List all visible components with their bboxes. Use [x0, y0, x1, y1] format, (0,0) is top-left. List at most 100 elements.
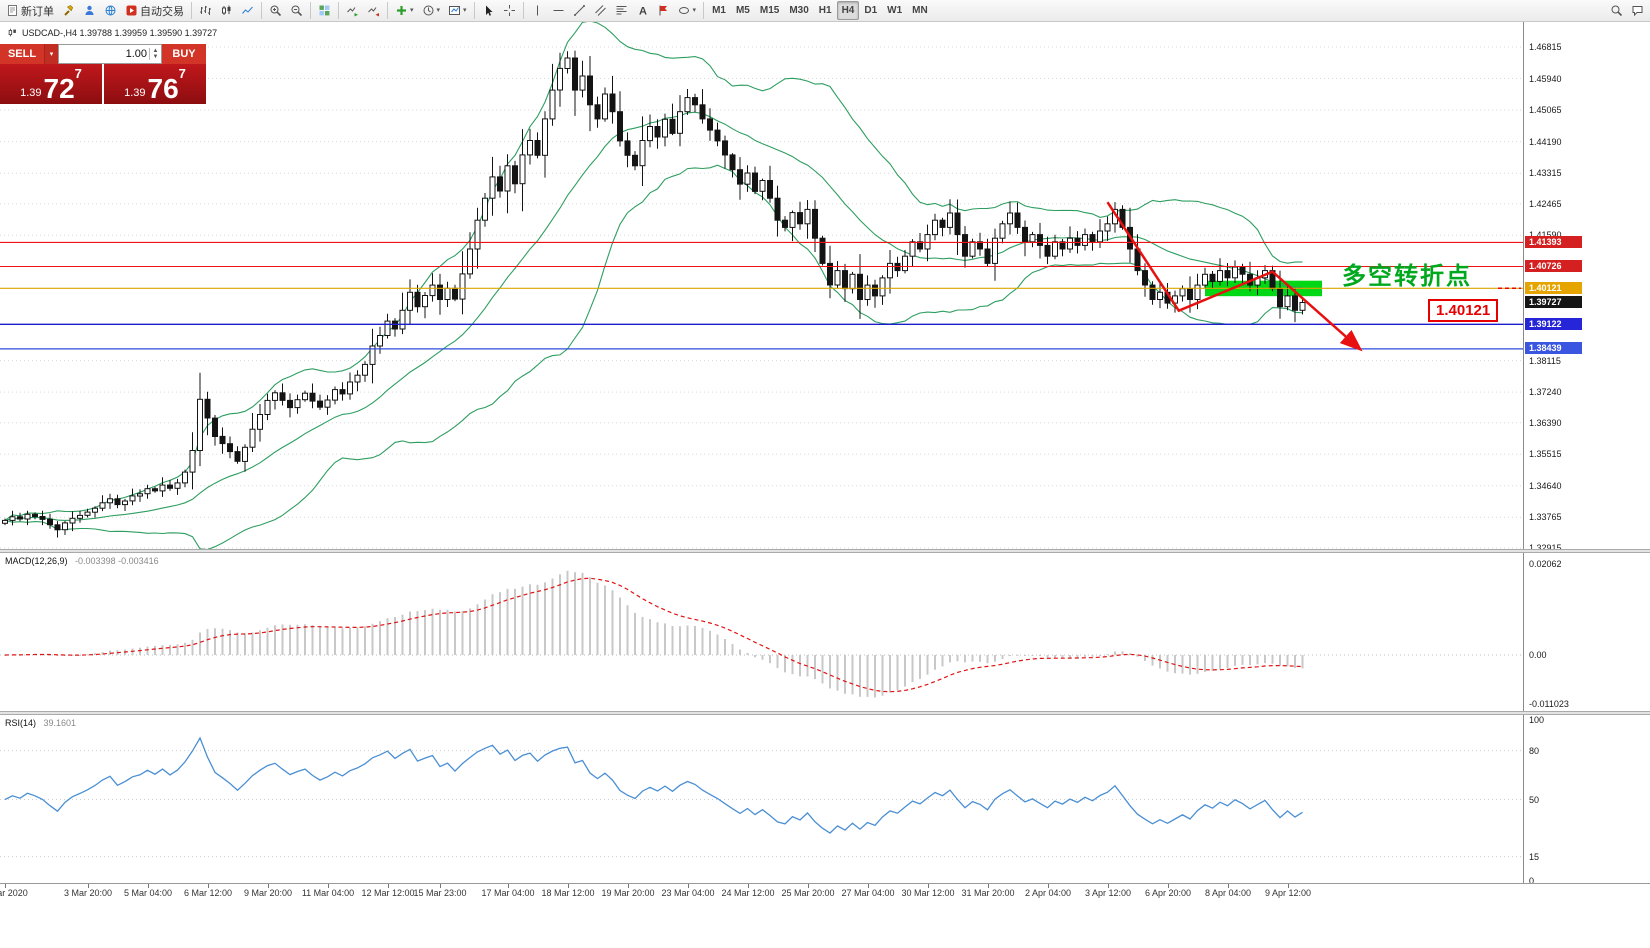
toolbar-separator [387, 2, 388, 19]
one-click-trading-widget: SELL ▾ 1.00 ▲ ▼ BUY 1.39 72 7 1.39 76 7 [0, 44, 206, 104]
panel-splitter[interactable] [0, 711, 1650, 715]
price-axis-label: 1.33765 [1529, 512, 1562, 522]
trend-arrow[interactable] [1106, 201, 1363, 352]
main-chart-panel[interactable]: USDCAD-,H4 1.39788 1.39959 1.39590 1.397… [0, 20, 1523, 551]
volume-input[interactable]: 1.00 ▲ ▼ [58, 44, 162, 64]
sell-price-big: 72 [43, 72, 75, 104]
macd-panel[interactable]: MACD(12,26,9) -0.003398 -0.003416 [0, 553, 1523, 711]
time-axis[interactable]: 2 Mar 2020 3 Mar 20:00 5 Mar 04:00 6 Mar 12… [0, 883, 1650, 905]
rsi-axis-label: 100 [1529, 715, 1545, 725]
fibonacci-tool-button[interactable] [611, 0, 632, 21]
cursor-tool-button[interactable] [478, 0, 499, 21]
rsi-axis: 100 80 50 15 0 [1523, 715, 1650, 886]
timeframe-button-m15[interactable]: M15 [759, 5, 780, 16]
candles [2, 50, 1306, 538]
time-axis-label: 2 Mar 2020 [0, 888, 28, 898]
macd-chart [0, 570, 1523, 698]
text-tool-button[interactable]: A [632, 0, 653, 21]
hammer-icon [64, 5, 74, 16]
price-level-badge: 1.39727 [1525, 296, 1582, 308]
hammer-tool-button[interactable] [58, 0, 79, 21]
shapes-tool-button[interactable]: ▾ [674, 0, 701, 21]
level-lines[interactable] [0, 241, 1523, 350]
buy-price-panel[interactable]: 1.39 76 7 [104, 64, 206, 104]
toolbar-separator [522, 2, 524, 19]
time-axis-label: 19 Mar 20:00 [601, 888, 655, 898]
turning-point-annotation[interactable]: 多空转折点 [1342, 263, 1472, 290]
templates-button[interactable]: ▾ [444, 0, 471, 21]
timeframe-button-h1[interactable]: H1 [818, 5, 832, 16]
one-click-prices: 1.39 72 7 1.39 76 7 [0, 64, 206, 104]
price-axis-label: 1.36390 [1529, 418, 1562, 428]
timeframe-button-m30[interactable]: M30 [789, 5, 809, 16]
zoom-in-button[interactable] [265, 0, 286, 21]
sell-price-panel[interactable]: 1.39 72 7 [0, 64, 102, 104]
dropdown-caret-icon: ▾ [463, 7, 467, 14]
time-axis-label: 5 Mar 04:00 [123, 888, 173, 898]
time-tick [88, 884, 89, 888]
indicators-button[interactable]: ▾ [391, 0, 418, 21]
timeframe-button-d1[interactable]: D1 [864, 5, 878, 16]
sell-button[interactable]: SELL [0, 44, 44, 64]
panel-splitter[interactable] [0, 549, 1650, 553]
macd-axis-label: -0.011023 [1529, 699, 1569, 709]
line-chart-mode-button[interactable] [237, 0, 258, 21]
macd-axis-label: 0.02062 [1529, 559, 1562, 569]
candlestick-chart[interactable] [0, 20, 1523, 551]
rsi-panel[interactable]: RSI(14) 39.1601 [0, 715, 1523, 883]
sell-price-sup: 7 [74, 66, 82, 81]
trendline-tool-button[interactable] [569, 0, 590, 21]
tile-windows-button[interactable] [314, 0, 335, 21]
rsi-axis-label: 80 [1529, 746, 1540, 756]
zoom-out-button[interactable] [286, 0, 307, 21]
time-tick [148, 884, 149, 888]
periods-button[interactable]: ▾ [418, 0, 445, 21]
rsi-chart [0, 736, 1523, 858]
buy-price-big: 76 [147, 72, 179, 104]
time-tick [1048, 884, 1049, 888]
timeframe-button-mn[interactable]: MN [912, 5, 928, 16]
chart-shift-button[interactable] [363, 0, 384, 21]
timeframe-button-m1[interactable]: M1 [712, 5, 726, 16]
flag-icon [659, 5, 667, 16]
rsi-axis-label: 50 [1529, 795, 1540, 805]
auto-scroll-button[interactable] [342, 0, 363, 21]
time-axis-label: 3 Mar 20:00 [63, 888, 113, 898]
new-order-button[interactable]: 新订单 [2, 0, 58, 21]
document-icon [8, 5, 17, 16]
price-callout[interactable]: 1.40121 [1428, 299, 1499, 322]
time-axis-label: 6 Mar 12:00 [183, 888, 233, 898]
crosshair-tool-button[interactable] [499, 0, 520, 21]
price-axis[interactable]: 1.46815 1.45940 1.45065 1.44190 1.43315 1.424… [1523, 22, 1650, 553]
price-level-badge: 1.40121 [1525, 282, 1582, 294]
timeframe-button-w1[interactable]: W1 [887, 5, 903, 16]
candlestick-mode-button[interactable] [216, 0, 237, 21]
tile-windows-icon [319, 5, 330, 16]
vertical-line-tool-button[interactable] [527, 0, 548, 21]
horizontal-line-tool-button[interactable] [548, 0, 569, 21]
bar-chart-mode-button[interactable] [195, 0, 216, 21]
web-button[interactable] [100, 0, 121, 21]
price-axis-label: 1.42465 [1529, 199, 1562, 209]
timeframe-button-h4[interactable]: H4 [836, 1, 860, 20]
auto-scroll-icon [347, 7, 358, 17]
search-button[interactable] [1606, 0, 1627, 21]
label-tool-button[interactable] [653, 0, 674, 21]
sell-dropdown[interactable]: ▾ [44, 44, 58, 64]
play-icon [126, 5, 137, 16]
macd-values: -0.003398 -0.003416 [75, 556, 159, 566]
macd-name: MACD(12,26,9) [5, 556, 68, 566]
auto-trading-button[interactable]: 自动交易 [121, 0, 188, 21]
time-axis-label: 15 Mar 23:00 [413, 888, 467, 898]
accounts-button[interactable] [79, 0, 100, 21]
price-axis-label: 1.46815 [1529, 42, 1562, 52]
buy-button[interactable]: BUY [162, 44, 206, 64]
chat-button[interactable] [1627, 0, 1648, 21]
time-axis-label: 30 Mar 12:00 [901, 888, 955, 898]
time-axis-label: 11 Mar 04:00 [301, 888, 355, 898]
timeframe-button-m5[interactable]: M5 [735, 5, 750, 16]
search-icon [1611, 5, 1623, 17]
time-axis-label: 3 Apr 12:00 [1084, 888, 1132, 898]
volume-spinner[interactable]: ▲ ▼ [149, 48, 161, 60]
channel-tool-button[interactable] [590, 0, 611, 21]
